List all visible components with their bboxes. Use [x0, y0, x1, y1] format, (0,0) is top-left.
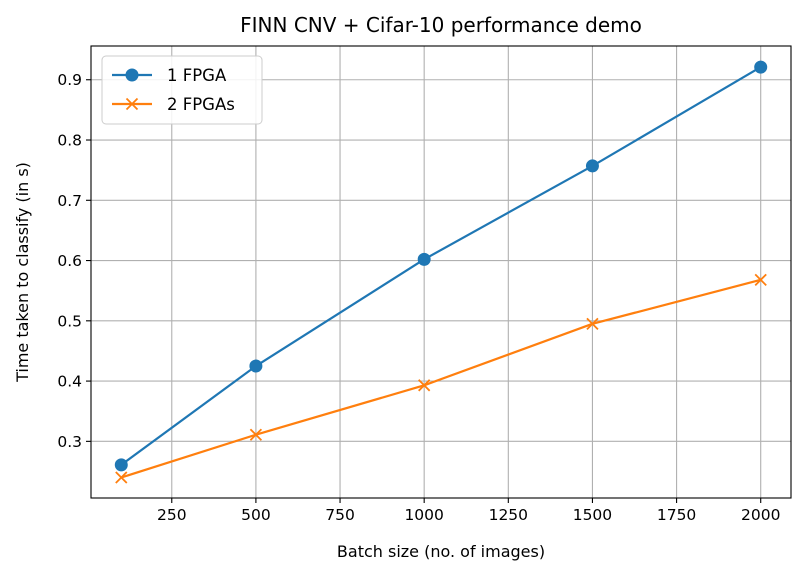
x-tick-label: 1500	[573, 506, 612, 524]
series-2	[115, 273, 767, 484]
x-axis-label: Batch size (no. of images)	[337, 542, 545, 561]
y-tick-label: 0.4	[57, 373, 82, 391]
y-tick-label: 0.3	[57, 433, 82, 451]
legend-marker	[125, 68, 139, 82]
legend: 1 FPGA 2 FPGAs	[101, 55, 263, 125]
x-tick-label: 250	[157, 506, 187, 524]
data-point	[754, 273, 767, 286]
x-tick-label: 1250	[489, 506, 528, 524]
series-1	[114, 60, 768, 472]
data-point	[417, 252, 431, 266]
x-tick-label: 1000	[404, 506, 443, 524]
series-layer	[114, 60, 768, 484]
data-point	[249, 428, 263, 441]
data-point	[115, 471, 128, 484]
y-tick-label: 0.9	[57, 71, 82, 89]
y-axis-label: Time taken to classify (in s)	[13, 162, 32, 383]
legend-marker	[125, 97, 139, 111]
y-tick-label: 0.7	[57, 192, 82, 210]
axis-ticks: 250 500 750 1000 1250 1500 1750 2000 0.3 0.4 0.5 0.…	[57, 71, 780, 524]
data-point	[754, 60, 768, 74]
data-point	[586, 317, 599, 330]
x-tick-label: 2000	[741, 506, 780, 524]
legend-label: 1 FPGA	[167, 66, 227, 85]
data-point	[418, 379, 431, 392]
legend-box	[101, 55, 263, 125]
y-tick-label: 0.6	[57, 252, 82, 270]
legend-label: 2 FPGAs	[167, 95, 235, 114]
x-tick-label: 1750	[657, 506, 696, 524]
legend-item: 1 FPGA	[112, 66, 227, 85]
data-point	[114, 458, 128, 472]
grid	[91, 46, 791, 498]
data-point	[585, 159, 599, 173]
y-tick-label: 0.5	[57, 312, 82, 330]
x-tick-label: 500	[241, 506, 271, 524]
y-tick-label: 0.8	[57, 132, 82, 150]
data-point	[249, 359, 263, 373]
legend-item: 2 FPGAs	[112, 95, 235, 114]
x-tick-label: 750	[325, 506, 355, 524]
plot-frame	[90, 45, 792, 499]
chart-title: FINN CNV + Cifar-10 performance demo	[240, 13, 642, 37]
